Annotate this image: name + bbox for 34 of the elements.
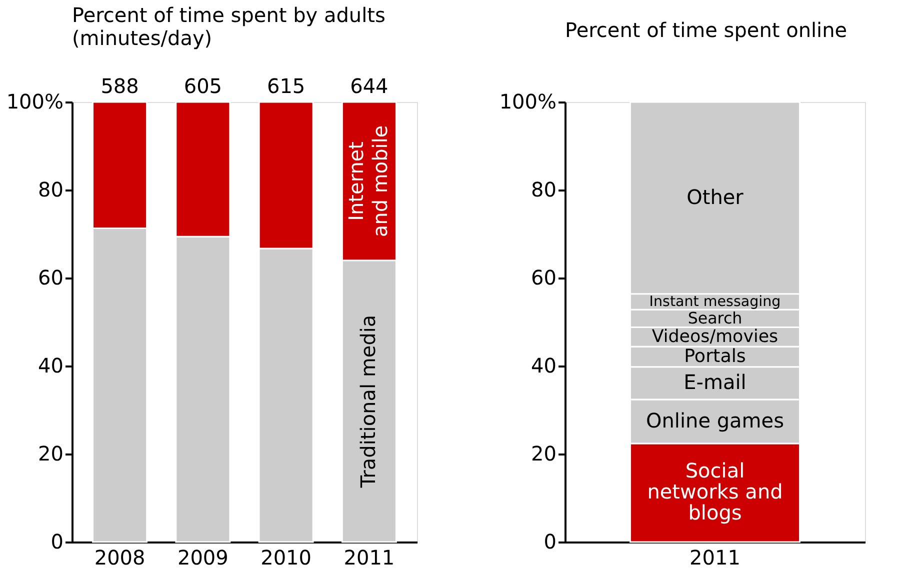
series-label: Traditional media (356, 314, 380, 489)
y-tick-label: 100% (6, 90, 64, 114)
y-tick-label: 60 (531, 266, 556, 290)
chart-title: Percent of time spent online (565, 18, 848, 42)
annotation: 588 (100, 74, 139, 98)
series-label: Online games (646, 408, 784, 432)
y-tick-label: 20 (531, 442, 556, 466)
x-tick-label: 2010 (260, 546, 312, 570)
series-label: Internet and mobile (344, 125, 392, 238)
y-tick-label: 100% (499, 90, 556, 114)
x-tick-label: 2009 (177, 546, 228, 570)
x-tick-label: 2011 (344, 546, 395, 570)
annotation: 644 (350, 74, 388, 98)
y-tick-label: 80 (531, 178, 556, 202)
y-tick-label: 0 (50, 530, 64, 554)
x-tick-label: 2011 (690, 546, 740, 570)
series-label: Instant messaging (649, 294, 781, 310)
series-label: Other (686, 184, 744, 209)
series-label: Social networks and blogs (647, 458, 783, 525)
annotation: 615 (266, 74, 306, 98)
series-label: Search (688, 308, 742, 328)
series-label: E-mail (684, 370, 746, 394)
series-label: Videos/movies (652, 326, 778, 347)
series-label: Portals (684, 346, 746, 367)
y-tick-label: 20 (38, 442, 64, 466)
y-tick-label: 80 (38, 178, 64, 202)
annotation: 605 (184, 74, 222, 98)
chart-subtitle: (minutes/day) (72, 26, 212, 50)
y-tick-label: 0 (544, 530, 556, 554)
x-tick-label: 2008 (94, 546, 146, 570)
y-tick-label: 40 (38, 354, 64, 378)
y-tick-label: 60 (38, 266, 64, 290)
y-tick-label: 40 (531, 354, 556, 378)
chart-title: Percent of time spent by adults (72, 3, 386, 27)
